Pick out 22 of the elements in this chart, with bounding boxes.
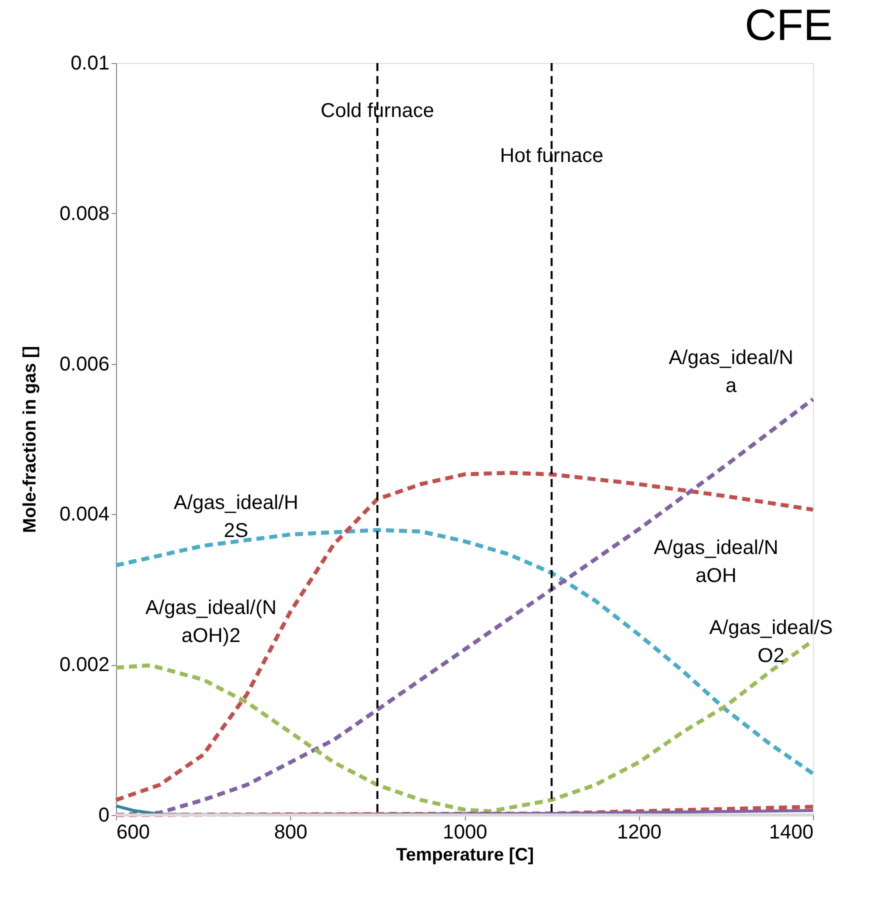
- x-tick-label: 600: [116, 822, 150, 844]
- chart-title: CFE: [744, 1, 833, 50]
- x-axis-title: Temperature [C]: [396, 844, 534, 864]
- line-series: [114, 804, 815, 817]
- annotation: A/gas_ideal/N aOH: [654, 537, 778, 587]
- y-axis-title: Mole-fraction in gas []: [19, 346, 40, 534]
- y-tick-label: 0.004: [59, 504, 110, 526]
- ref-line-label: Hot furnace: [500, 145, 604, 167]
- y-tick-label: 0.008: [59, 202, 110, 225]
- annotation: A/gas_ideal/H 2S: [174, 492, 298, 542]
- x-tick-label: 1200: [617, 822, 662, 844]
- annotation: A/gas_ideal/N a: [668, 347, 794, 397]
- y-tick-label: 0.002: [59, 654, 110, 676]
- y-tick-label: 0: [98, 804, 110, 826]
- x-tick-label: 800: [274, 822, 308, 844]
- ref-line-label: Cold furnace: [320, 100, 434, 122]
- x-tick-label: 1400: [769, 822, 814, 844]
- x-tick-label: 1000: [442, 822, 488, 844]
- y-tick-label: 0.006: [59, 353, 110, 376]
- annotation: A/gas_ideal/S O2: [709, 617, 833, 667]
- y-tick-label: 0.01: [70, 52, 110, 74]
- annotation: A/gas_ideal/(N aOH)2: [145, 597, 277, 647]
